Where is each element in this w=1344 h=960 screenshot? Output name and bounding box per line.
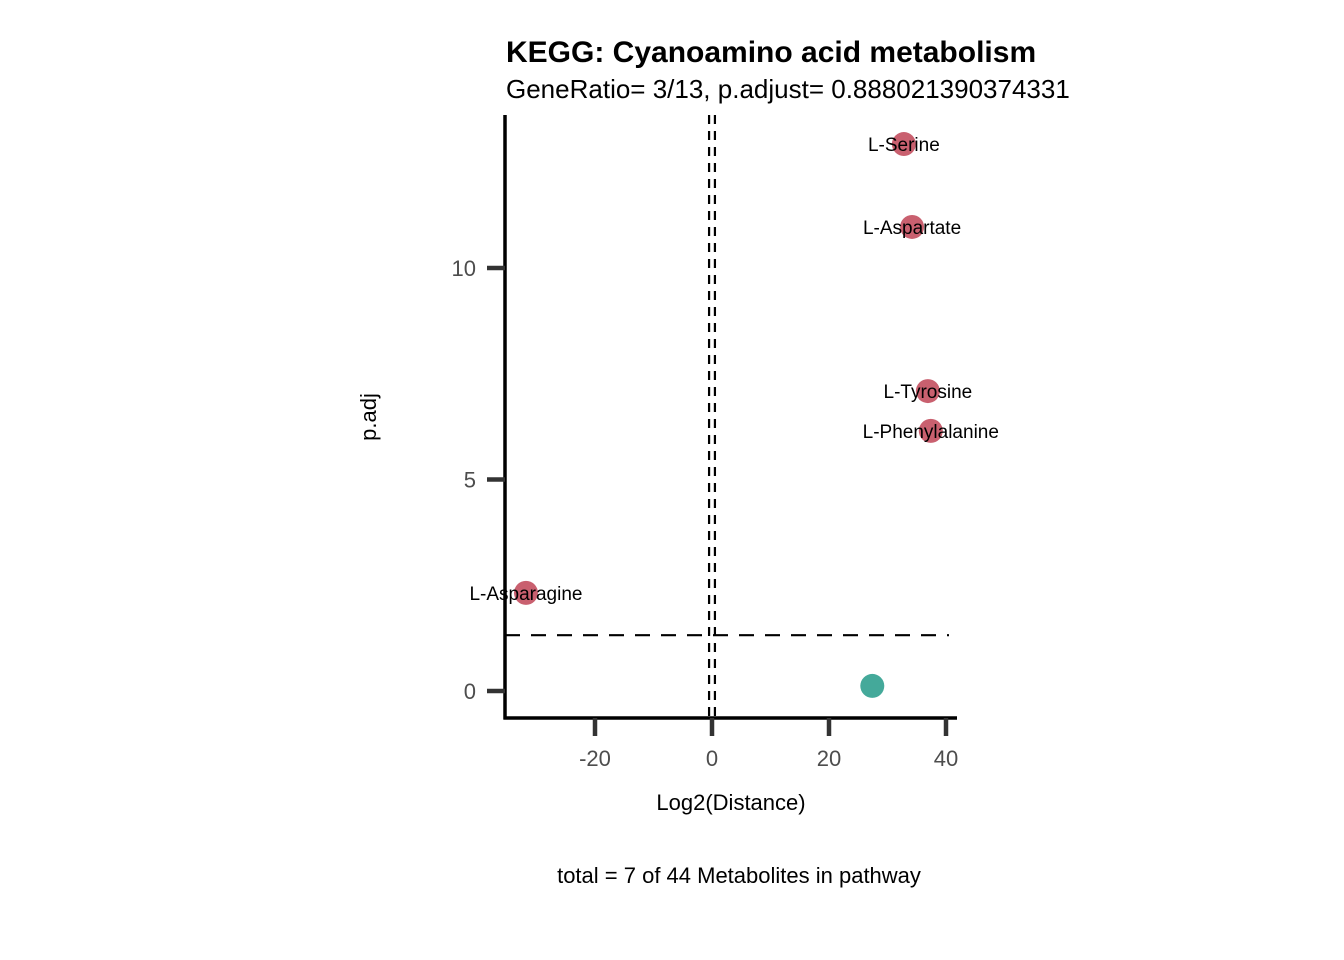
data-points [513,132,943,698]
x-tick-label: 40 [934,746,958,771]
point-label: L-Tyrosine [884,382,973,403]
data-point [513,580,538,605]
x-tick-label: -20 [579,746,611,771]
point-labels: L-Serine L-Aspartate L-Tyrosine L-Phenylala… [469,135,998,605]
y-axis-ticks: 0 5 10 [452,256,505,704]
reference-lines [505,115,949,718]
data-point [915,379,940,404]
chart-title: KEGG: Cyanoamino acid metabolism [506,36,1036,69]
x-axis-ticks: -20 0 20 40 [579,718,958,771]
point-label: L-Phenylalanine [863,422,999,443]
axes [503,115,957,720]
data-point [900,214,925,239]
data-point [891,132,916,157]
y-tick-label: 5 [464,468,476,493]
point-label: L-Serine [868,135,940,156]
y-tick-label: 0 [464,679,476,704]
chart-caption: total = 7 of 44 Metabolites in pathway [557,863,921,888]
x-tick-label: 0 [706,746,718,771]
x-tick-label: 20 [817,746,841,771]
x-axis-title: Log2(Distance) [656,790,805,815]
data-point [860,673,885,698]
y-tick-label: 10 [452,256,476,281]
point-label: L-Asparagine [469,584,582,605]
data-point [918,418,943,443]
y-axis-title: p.adj [356,393,381,441]
chart-subtitle: GeneRatio= 3/13, p.adjust= 0.88802139037… [506,74,1070,104]
point-label: L-Aspartate [863,218,961,239]
